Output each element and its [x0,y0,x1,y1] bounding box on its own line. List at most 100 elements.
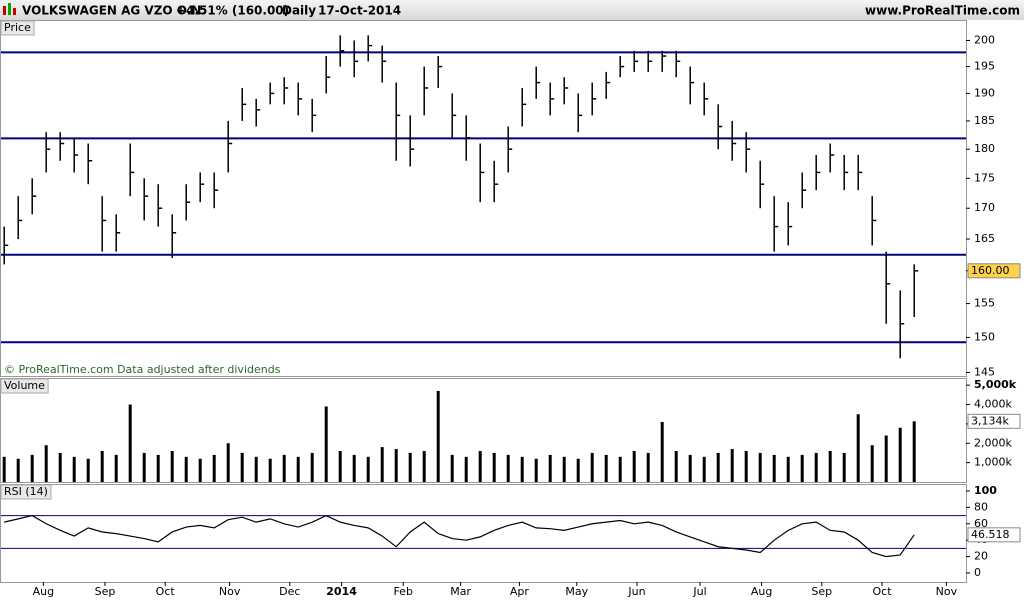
x-tick-label: 2014 [326,585,357,598]
volume-bar [604,454,608,482]
x-tick-label: Oct [872,585,892,598]
volume-bar [310,452,314,482]
last-value-label: 46.518 [971,528,1010,541]
volume-bar [464,456,468,482]
volume-bar [730,449,734,482]
panel-label-box [0,20,35,36]
volume-bar [632,451,636,482]
volume-bar [884,435,888,482]
x-tick-label: Feb [393,585,412,598]
y-tick-label: 5,000k [974,378,1017,391]
change: +4.51% (160.00) [176,4,289,18]
volume-bar [912,421,916,482]
volume-bar [114,454,118,482]
volume-bar [674,451,678,482]
volume-bar [478,451,482,482]
logo [3,3,16,15]
panel-label: Price [4,21,31,34]
volume-bar [772,454,776,482]
volume-bar [870,445,874,482]
volume-bar [744,451,748,482]
x-tick-label: Oct [156,585,176,598]
volume-bar [800,454,804,482]
volume-bar [324,406,328,482]
volume-bar [142,452,146,482]
volume-bar [436,390,440,482]
last-value-box [967,263,1021,279]
volume-bar [856,414,860,482]
volume-bar [16,458,20,482]
x-tick-label: Mar [450,585,471,598]
volume-bar [576,458,580,482]
x-tick-label: Sep [811,585,832,598]
volume-bar [254,456,258,482]
panel-label-box [0,378,49,394]
x-tick-label: Sep [95,585,116,598]
volume-bar [100,451,104,482]
y-tick-label: 155 [974,297,995,310]
y-tick-label: 1,000k [974,456,1012,469]
volume-bar [898,427,902,482]
panel-label: RSI (14) [4,485,48,498]
panel-label: Volume [4,379,45,392]
volume-bar [394,449,398,482]
x-tick-label: Aug [33,585,54,598]
volume-bar [408,452,412,482]
volume-bar [72,456,76,482]
volume-bar [758,452,762,482]
x-tick-label: Nov [936,585,958,598]
panels: 145150155160165170175180185190195200Pric… [0,20,1021,598]
panel-frame [0,378,967,483]
volume-bar [268,458,272,482]
volume-bar [660,421,664,482]
volume-bar [786,456,790,482]
x-tick-label: Apr [510,585,530,598]
volume-bar [842,452,846,482]
last-value-box [967,527,1021,543]
volume-bar [352,454,356,482]
note: © ProRealTime.com Data adjusted after di… [4,363,281,376]
volume-bar [562,456,566,482]
volume-bar [828,451,832,482]
x-tick-label: Nov [219,585,241,598]
x-tick-label: Aug [751,585,772,598]
y-tick-label: 150 [974,330,995,343]
volume-bar [520,456,524,482]
y-tick-label: 100 [974,484,997,497]
panel-frame [0,20,967,377]
site: www.ProRealTime.com [865,4,1020,18]
date: 17-Oct-2014 [318,4,401,18]
x-tick-label: Dec [279,585,300,598]
volume-bar [296,456,300,482]
volume-bar [282,454,286,482]
y-tick-label: 190 [974,86,995,99]
volume-bar [492,452,496,482]
y-tick-label: 185 [974,114,995,127]
volume-bar [450,454,454,482]
volume-bar [618,456,622,482]
volume-bar [212,454,216,482]
y-tick-label: 60 [974,517,988,530]
volume-bar [86,458,90,482]
x-tick-label: Jun [627,585,645,598]
y-tick-label: 145 [974,365,995,378]
title: VOLKSWAGEN AG VZO O.N. [22,4,206,18]
x-tick-label: Jul [692,585,706,598]
last-value-label: 3,134k [971,414,1009,427]
y-tick-label: 20 [974,550,988,563]
header-bar [0,0,1024,20]
volume-bar [716,452,720,482]
volume-bar [688,454,692,482]
volume-bar [534,458,538,482]
volume-bar [44,445,48,482]
volume-bar [226,443,230,482]
volume-bar [198,458,202,482]
panel-label-box [0,484,52,500]
last-value-box [967,413,1021,429]
y-tick-label: 170 [974,201,995,214]
y-tick-label: 175 [974,171,995,184]
volume-bar [590,452,594,482]
rsi-line [4,514,915,558]
